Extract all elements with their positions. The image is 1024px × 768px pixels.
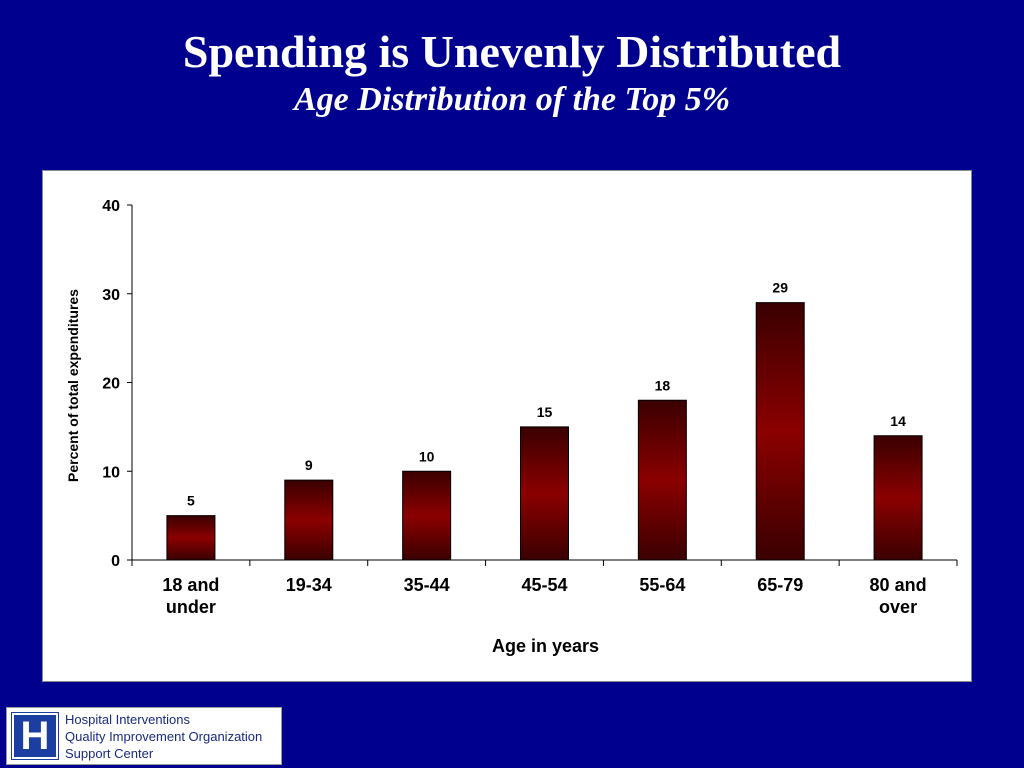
x-category-label-line: 55-64 [639,575,685,595]
x-category-label-line: 45-54 [521,575,567,595]
x-category-label: 19-34 [286,575,332,595]
bar [637,399,687,561]
bar-chart: 0 10 20 30 40 5 18 and under 9 19-34 10 35-44 15 45-… [65,198,958,656]
logo-mark-letter: H [20,714,50,758]
bar [166,515,216,561]
bar [520,426,569,561]
bar-value-label: 10 [419,448,435,464]
bar [402,470,452,561]
x-category-label: 35-44 [404,575,450,595]
hqsc-logo: H Hospital Interventions Quality Improve… [6,707,282,765]
y-tick-label: 0 [111,553,120,570]
y-axis-title: Percent of total expenditures [65,289,81,482]
logo-line-2: Quality Improvement Organization [65,729,263,744]
bar-value-label: 15 [537,404,553,420]
x-category-label-line: 80 and [870,575,927,595]
bar-value-label: 5 [187,493,195,509]
slide-subtitle: Age Distribution of the Top 5% [293,81,731,118]
x-category-label-line: 65-79 [757,575,803,595]
bar-value-label: 29 [772,280,788,296]
bar-value-label: 9 [305,457,313,473]
logo-line-3: Support Center [65,746,154,761]
x-category-label-line: 18 and [162,575,219,595]
x-category-label-line: 35-44 [404,575,450,595]
x-category-label-line: over [879,597,917,617]
y-tick-label: 40 [102,198,120,215]
chart-panel: 0 10 20 30 40 5 18 and under 9 19-34 10 35-44 15 45-… [42,170,972,682]
bar [755,302,805,561]
y-tick-label: 10 [102,464,120,481]
bar [873,435,923,561]
x-category-label: 80 and over [870,575,927,617]
x-category-label: 65-79 [757,575,803,595]
bar [284,479,334,561]
x-axis-title: Age in years [492,636,599,656]
hospital-h-icon: H [11,712,59,760]
slide-title: Spending is Unevenly Distributed [182,26,842,77]
x-category-label: 18 and under [162,575,219,617]
y-tick-label: 30 [102,287,120,304]
bar-value-label: 18 [655,377,671,393]
x-category-label: 45-54 [521,575,567,595]
logo-text: Hospital Interventions Quality Improveme… [65,711,262,762]
x-category-label: 55-64 [639,575,685,595]
logo-line-1: Hospital Interventions [65,712,191,727]
x-category-label-line: under [166,597,216,617]
bar-value-label: 14 [890,413,906,429]
y-tick-label: 20 [102,376,120,393]
x-category-label-line: 19-34 [286,575,332,595]
